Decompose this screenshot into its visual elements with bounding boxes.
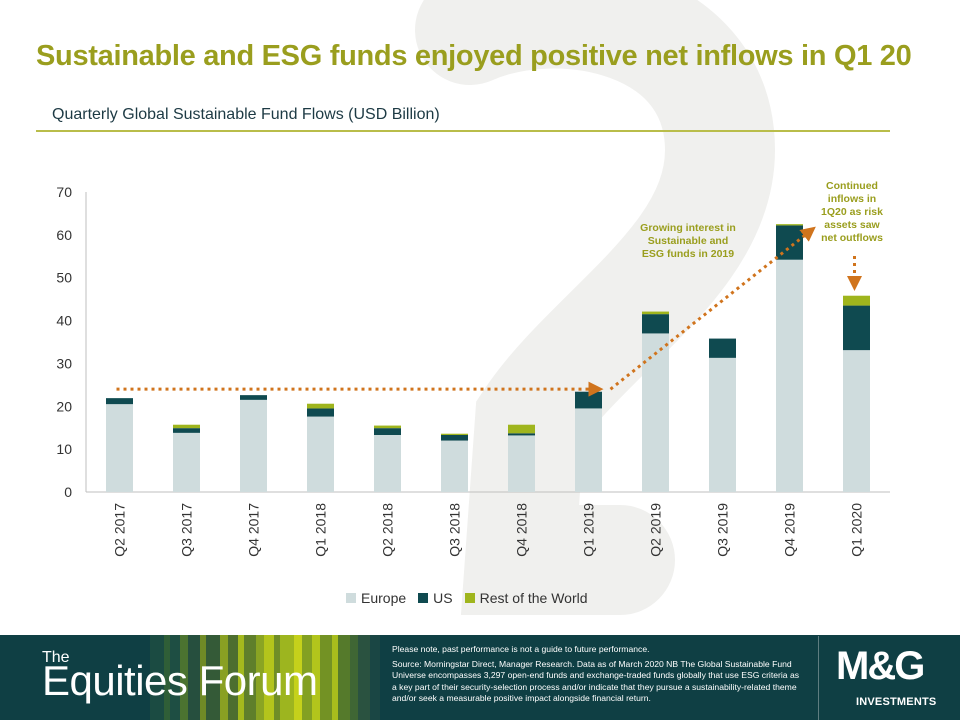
- legend-swatch-row: [464, 593, 475, 603]
- x-tick-label: Q2 2018: [380, 503, 396, 557]
- disclaimer-performance: Please note, past performance is not a g…: [392, 644, 650, 654]
- bar-europe: [575, 408, 602, 492]
- bar-europe: [642, 333, 669, 492]
- bar-europe: [307, 416, 334, 492]
- logo-subtitle: INVESTMENTS: [856, 696, 937, 708]
- bar-us: [374, 428, 401, 435]
- x-tick-label: Q1 2018: [313, 503, 329, 557]
- annotation-1q20-line: net outflows: [821, 232, 883, 244]
- bar-us: [173, 428, 200, 433]
- x-tick-label: Q1 2019: [581, 503, 597, 557]
- y-tick-label: 10: [56, 441, 72, 457]
- x-tick-label: Q4 2018: [514, 503, 530, 557]
- bar-europe: [374, 435, 401, 492]
- legend-swatch-europe: [346, 593, 356, 603]
- x-tick-label: Q2 2019: [648, 503, 664, 557]
- bar-us: [709, 338, 736, 358]
- x-tick-label: Q3 2017: [179, 503, 195, 557]
- legend-swatch-us: [418, 593, 429, 603]
- footer-divider: [818, 636, 819, 720]
- x-tick-label: Q2 2017: [112, 503, 128, 557]
- y-tick-label: 0: [64, 484, 72, 500]
- bar-europe: [106, 404, 133, 492]
- legend-label-row: Rest of the World: [479, 590, 588, 606]
- x-tick-label: Q3 2019: [715, 503, 731, 557]
- y-tick-label: 20: [56, 398, 72, 414]
- bar-rest-of-the-world: [843, 295, 870, 306]
- bar-europe: [441, 440, 468, 492]
- annotation-2019-line: ESG funds in 2019: [642, 248, 734, 260]
- chart-legend: Europe US Rest of the World: [346, 590, 600, 606]
- logo-mark: M&G: [836, 644, 925, 688]
- page-title: Sustainable and ESG funds enjoyed positi…: [36, 40, 912, 72]
- bar-europe: [776, 259, 803, 492]
- y-tick-label: 60: [56, 227, 72, 243]
- legend-item-europe: Europe: [346, 590, 406, 606]
- mg-logo: M&G INVESTMENTS: [830, 640, 948, 716]
- annotation-2019-line: Sustainable and: [648, 235, 729, 247]
- x-tick-label: Q4 2017: [246, 503, 262, 557]
- bar-europe: [173, 432, 200, 492]
- annotation-1q20-line: inflows in: [828, 193, 876, 205]
- y-tick-label: 70: [56, 184, 72, 200]
- brand-prefix: The: [42, 649, 70, 666]
- bar-rest-of-the-world: [173, 424, 200, 429]
- annotation-1q20-line: Continued: [826, 180, 878, 192]
- x-tick-label: Q4 2019: [782, 503, 798, 557]
- bar-us: [843, 305, 870, 351]
- bar-us: [508, 433, 535, 436]
- disclaimer-source: Source: Morningstar Direct, Manager Rese…: [392, 658, 800, 704]
- brand-name: Equities Forum: [42, 657, 318, 704]
- footer-bar: [0, 635, 960, 720]
- footer-disclaimer: Please note, past performance is not a g…: [392, 644, 802, 708]
- bar-rest-of-the-world: [441, 433, 468, 435]
- bar-europe: [508, 435, 535, 492]
- bar-us: [307, 408, 334, 417]
- bar-us: [776, 225, 803, 260]
- bar-us: [642, 314, 669, 334]
- bar-europe: [843, 350, 870, 492]
- footer-stripes: [150, 635, 380, 720]
- annotation-1q20-line: assets saw: [824, 219, 880, 231]
- y-tick-label: 30: [56, 355, 72, 371]
- x-tick-label: Q1 2020: [849, 503, 865, 557]
- annotation-2019-line: Growing interest in: [640, 222, 736, 234]
- bar-rest-of-the-world: [642, 311, 669, 315]
- bar-us: [575, 391, 602, 409]
- legend-label-us: US: [433, 590, 453, 606]
- y-tick-label: 40: [56, 313, 72, 329]
- annotation-1q20-line: 1Q20 as risk: [821, 206, 883, 218]
- bar-europe: [240, 399, 267, 492]
- legend-item-row: Rest of the World: [464, 590, 588, 606]
- bar-us: [441, 435, 468, 441]
- bar-europe: [709, 357, 736, 492]
- bar-rest-of-the-world: [508, 424, 535, 434]
- bar-rest-of-the-world: [374, 425, 401, 429]
- legend-item-us: US: [418, 590, 453, 606]
- bar-rest-of-the-world: [776, 224, 803, 226]
- bar-us: [240, 395, 267, 400]
- bar-us: [106, 398, 133, 405]
- legend-label-europe: Europe: [361, 590, 407, 606]
- title-rule: [36, 130, 890, 132]
- bar-rest-of-the-world: [307, 403, 334, 409]
- x-tick-label: Q3 2018: [447, 503, 463, 557]
- y-tick-label: 50: [56, 270, 72, 286]
- chart-subtitle: Quarterly Global Sustainable Fund Flows …: [52, 106, 440, 123]
- trend-rise-arrow: [609, 226, 816, 391]
- stacked-bar-chart: 0 10 20 30 40 50 60 70 Q2 2017 Q3 2017 Q4 2017 Q1 2…: [56, 180, 890, 557]
